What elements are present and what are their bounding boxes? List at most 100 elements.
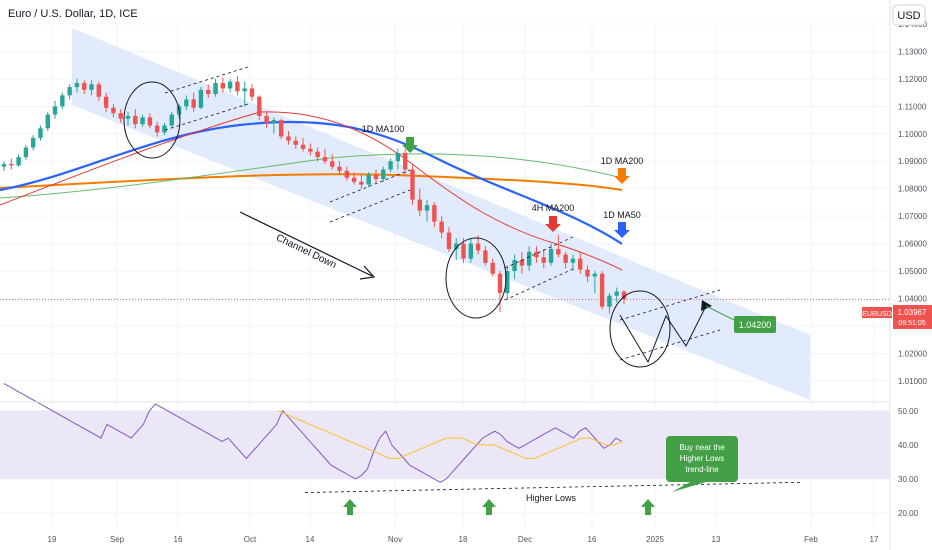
candle-body: [607, 295, 612, 307]
buy-arrow-stem: [645, 507, 651, 515]
rsi-band: [0, 410, 890, 479]
candle-body: [191, 99, 196, 108]
candle-body: [198, 89, 204, 108]
y-tick-label: 1.10000: [898, 130, 927, 139]
candle-body: [67, 87, 72, 96]
candle-body: [483, 250, 488, 263]
candle-body: [410, 169, 415, 200]
candle-body: [578, 258, 583, 270]
candle-body: [454, 243, 459, 250]
h4ma200-label: 4H MA200: [532, 203, 575, 213]
candle-body: [395, 152, 401, 162]
candle-body: [16, 157, 21, 166]
candle-body: [133, 115, 138, 125]
ma100-line: [0, 153, 623, 199]
candle-body: [541, 257, 546, 263]
candle-body: [373, 174, 379, 180]
candle-body: [599, 273, 605, 307]
candle-body: [526, 251, 532, 266]
candle-body: [417, 199, 422, 211]
candle-body: [468, 243, 474, 259]
descending-channel: [72, 28, 810, 400]
candle-body: [140, 117, 145, 125]
x-tick-label: 17: [870, 535, 879, 544]
x-tick-label: 2025: [646, 535, 664, 544]
candle-body: [38, 128, 43, 138]
candle-body: [89, 84, 94, 90]
x-tick-label: 13: [712, 535, 721, 544]
candle-body: [162, 125, 167, 133]
candle-body: [322, 157, 328, 162]
candle-body: [118, 113, 123, 119]
x-tick-label: 14: [306, 535, 315, 544]
y-tick-label: 1.11000: [898, 102, 927, 111]
buy-arrow-stem: [347, 507, 353, 515]
currency-label: USD: [897, 10, 920, 22]
x-tick-label: Oct: [244, 535, 257, 544]
candle-body: [1, 163, 7, 167]
currency-button[interactable]: [892, 4, 926, 26]
x-tick-label: 18: [459, 535, 468, 544]
candle-body: [614, 291, 619, 296]
candle-body: [548, 249, 554, 263]
candle-body: [45, 114, 50, 129]
rsi-tick-label: 50.00: [898, 407, 919, 416]
candle-body: [585, 269, 590, 277]
y-tick-label: 1.02000: [898, 349, 927, 358]
candle-body: [220, 83, 226, 89]
h4ma200-marker: [549, 216, 557, 224]
candle-body: [9, 163, 14, 166]
candle-body: [505, 271, 510, 293]
ma100-label: 1D MA100: [362, 124, 405, 134]
candle-body: [257, 96, 262, 116]
dashed-channel-line: [164, 66, 249, 94]
annotations: [0, 66, 890, 515]
pattern-circle: [123, 81, 181, 159]
ma200-marker-head: [614, 176, 630, 184]
y-tick-label: 1.09000: [898, 157, 927, 166]
symbol-tag: [862, 307, 892, 318]
rsi-line: [3, 383, 623, 483]
higher-lows-label: Higher Lows: [526, 493, 577, 503]
channel-arrow-head: [359, 265, 376, 280]
ma50-marker-head: [614, 230, 630, 238]
buy-arrow: [482, 499, 496, 507]
candle-body: [206, 89, 211, 94]
candle-body: [344, 170, 350, 178]
candle-body: [402, 152, 408, 170]
price-tag: [893, 305, 932, 329]
channel-label: Channel Down: [274, 232, 338, 271]
projection-arrowhead: [701, 300, 712, 311]
y-tick-label: 1.08000: [898, 185, 927, 194]
buy-arrow-stem: [486, 507, 492, 515]
candle-body: [23, 147, 29, 158]
candle-body: [563, 254, 568, 263]
buy-note-pointer: [672, 482, 706, 492]
candle-body: [475, 243, 481, 251]
candle-body: [300, 144, 306, 149]
rsi-tick-label: 30.00: [898, 475, 919, 484]
candle-body: [169, 114, 174, 126]
candle-body: [519, 260, 525, 266]
symbol-tag-text: EURUSD: [862, 311, 892, 318]
candle-body: [154, 125, 160, 133]
price-tag-countdown: 09:51:05: [898, 320, 925, 327]
candle-body: [74, 83, 80, 88]
target-label: 1.04200: [739, 320, 772, 330]
rsi-tick-label: 40.00: [898, 441, 919, 450]
buy-arrow: [641, 499, 655, 507]
candle-body: [96, 84, 102, 97]
y-tick-label: 1.12000: [898, 75, 927, 84]
x-tick-label: Nov: [388, 535, 402, 544]
candle-body: [461, 243, 466, 259]
candle-body: [621, 291, 627, 300]
x-tick-label: Dec: [518, 535, 532, 544]
y-tick-label: 1.05000: [898, 267, 927, 276]
ma50-marker: [618, 222, 626, 230]
y-tick-label: 1.01000: [898, 377, 927, 386]
candle-body: [512, 260, 517, 272]
higher-lows-trendline: [304, 481, 801, 493]
rsi-ma-line: [277, 410, 623, 459]
candle-body: [264, 115, 269, 123]
